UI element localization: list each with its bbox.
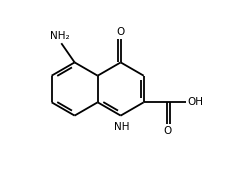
Text: OH: OH bbox=[186, 97, 202, 107]
Text: NH: NH bbox=[114, 122, 129, 132]
Text: O: O bbox=[116, 27, 124, 37]
Text: NH₂: NH₂ bbox=[50, 31, 70, 41]
Text: O: O bbox=[162, 126, 171, 136]
